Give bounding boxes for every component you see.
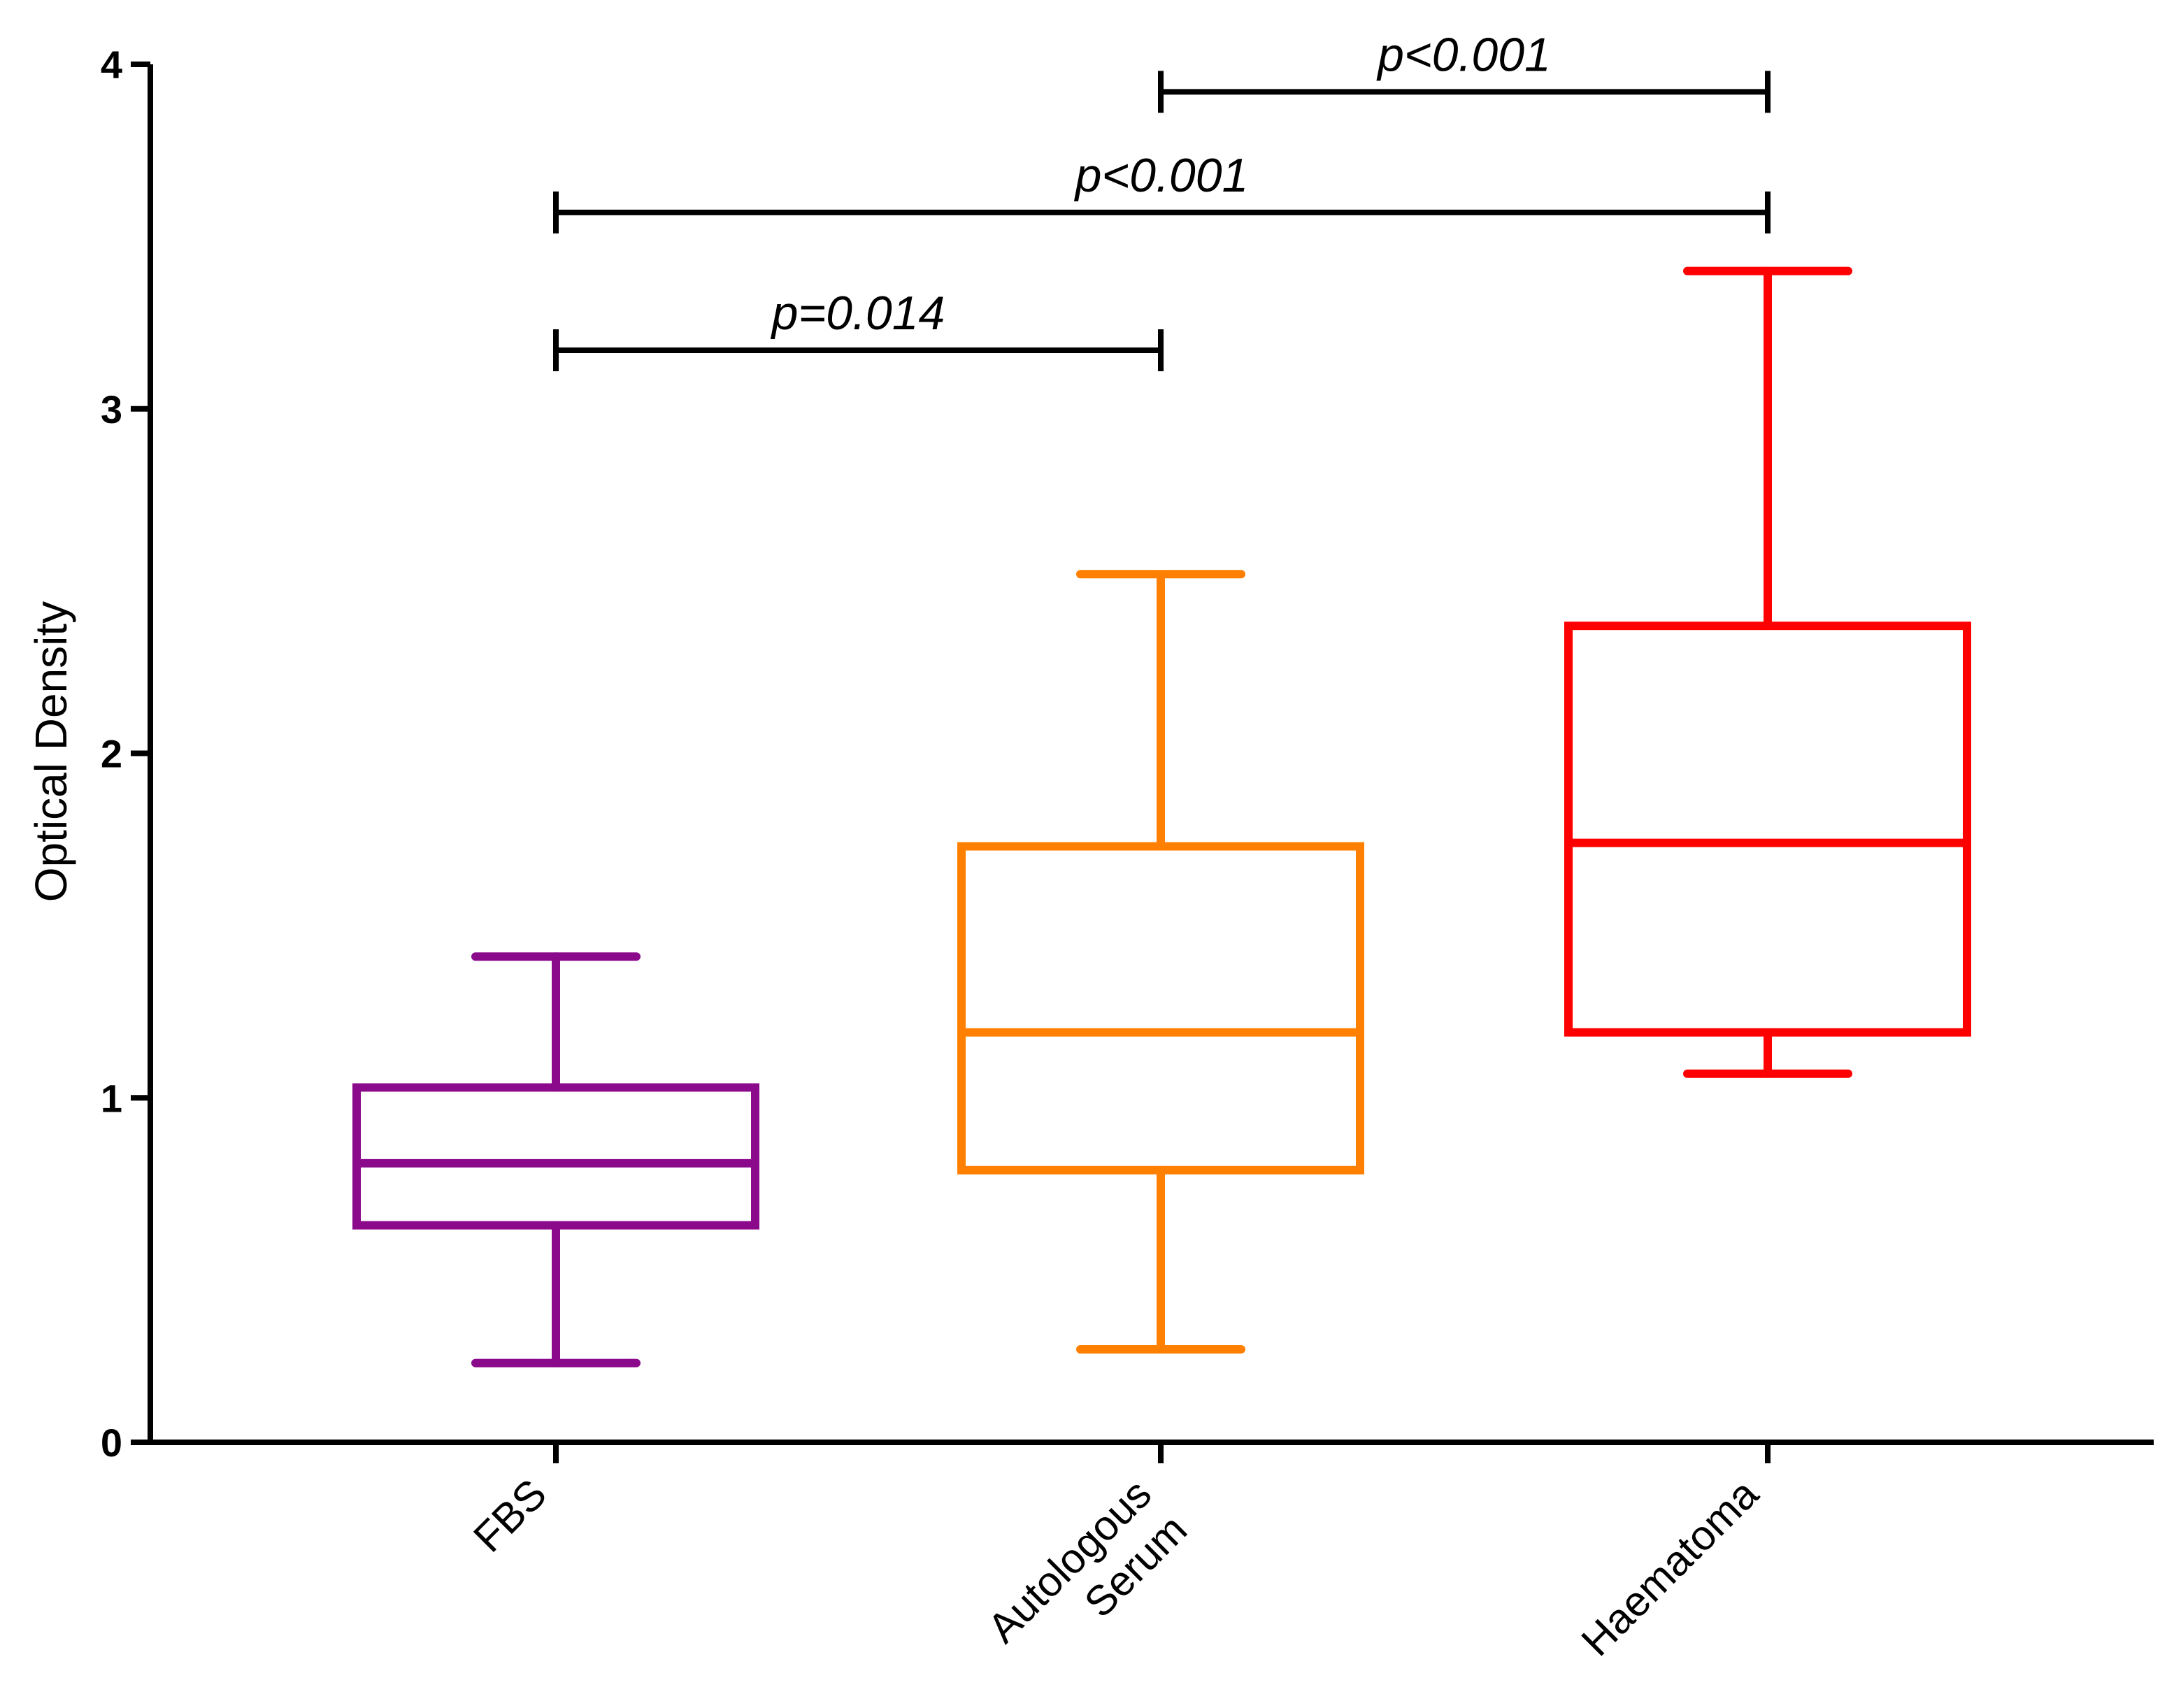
- y-tick-label: 3: [101, 387, 122, 431]
- y-tick-label: 2: [101, 732, 122, 776]
- x-tick-label: FBS: [464, 1470, 555, 1561]
- box-3: [1564, 266, 1971, 1078]
- iqr-box: [352, 1083, 759, 1230]
- x-tick-label-line: Haematoma: [1573, 1470, 1768, 1665]
- y-tick-label: 1: [101, 1076, 122, 1120]
- iqr-box: [1564, 622, 1971, 1037]
- x-tick-label: AutologousSerum: [979, 1470, 1196, 1688]
- comparison-2: [553, 191, 1771, 234]
- box-series: [352, 266, 1971, 1368]
- box-2: [957, 570, 1364, 1354]
- y-tick-label: 0: [101, 1421, 122, 1465]
- p-value-label: p<0.001: [1376, 28, 1551, 81]
- box-1: [352, 952, 759, 1368]
- axes: 0 1 2 3 4 FBS AutologousSerum Haematoma: [101, 43, 2154, 1688]
- y-axis-title: Optical Density: [26, 601, 76, 902]
- p-value-label: p=0.014: [771, 287, 945, 340]
- iqr-box: [957, 842, 1364, 1175]
- x-tick-label: Haematoma: [1573, 1470, 1768, 1665]
- significance-brackets: p=0.014 p<0.001 p<0.001: [553, 28, 1771, 371]
- p-value-label: p<0.001: [1074, 149, 1249, 202]
- comparison-1: [553, 329, 1164, 371]
- y-tick-label: 4: [101, 43, 122, 87]
- x-tick-label-line: FBS: [464, 1470, 555, 1561]
- comparison-3: [1158, 71, 1771, 113]
